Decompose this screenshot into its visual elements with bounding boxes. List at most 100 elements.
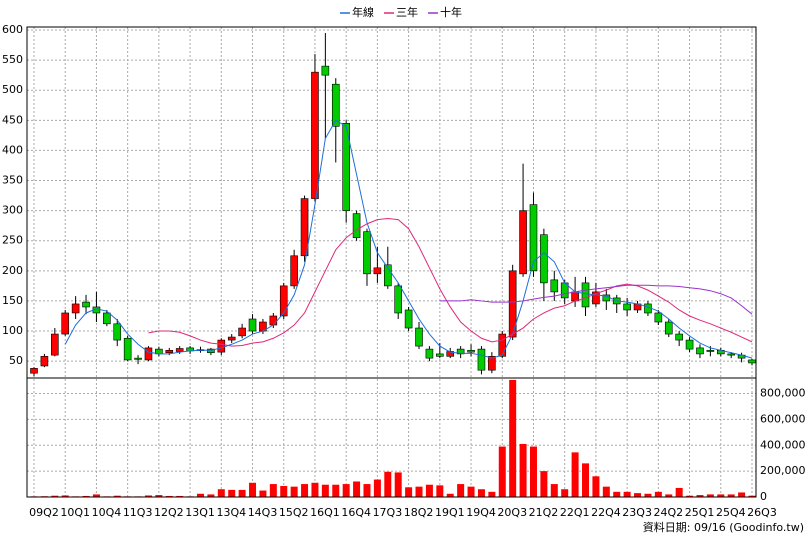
y-tick-label: 300 xyxy=(2,204,23,217)
legend-label: 十年 xyxy=(440,5,462,19)
x-tick-label: 13Q1 xyxy=(185,506,215,519)
volume-bar xyxy=(415,486,423,497)
candle-body xyxy=(103,312,111,325)
volume-bar xyxy=(717,494,725,497)
candle-body xyxy=(456,348,465,355)
volume-bar xyxy=(644,493,652,497)
volume-bar xyxy=(457,484,465,497)
volume-bar xyxy=(592,476,600,497)
x-tick-label: 10Q4 xyxy=(92,506,122,519)
candle-body xyxy=(477,348,486,371)
volume-bar xyxy=(467,486,475,497)
candle-body xyxy=(61,312,70,335)
candle-body xyxy=(664,321,673,335)
volume-bar xyxy=(529,446,537,497)
x-tick-label: 16Q4 xyxy=(341,506,371,519)
volume-bar xyxy=(342,484,350,497)
volume-bar xyxy=(269,484,277,497)
candle-body xyxy=(404,309,413,329)
x-tick-label: 14Q3 xyxy=(248,506,278,519)
volume-bar xyxy=(373,479,381,497)
volume-bar xyxy=(394,472,402,497)
volume-bar xyxy=(748,495,756,497)
volume-bar xyxy=(259,490,267,497)
candle-body xyxy=(508,270,517,338)
candle-body xyxy=(51,333,59,356)
volume-bar xyxy=(675,487,683,497)
volume-bar xyxy=(509,379,517,497)
y-tick-label: 350 xyxy=(2,174,23,187)
x-tick-label: 22Q4 xyxy=(591,506,621,519)
volume-bar xyxy=(540,471,548,497)
volume-bar xyxy=(654,491,662,497)
x-tick-label: 19Q4 xyxy=(466,506,496,519)
volume-bar xyxy=(92,494,100,497)
volume-bar xyxy=(155,495,163,497)
volume-bar xyxy=(665,494,673,497)
volume-bar xyxy=(363,484,371,497)
x-tick-label: 13Q4 xyxy=(216,506,246,519)
ma-line xyxy=(64,119,753,359)
candle-body xyxy=(727,353,735,356)
candle-body xyxy=(238,327,246,337)
volume-bar xyxy=(290,486,298,497)
y-tick-label: 500 xyxy=(2,83,23,96)
y-tick-label: 150 xyxy=(2,294,23,307)
candle-body xyxy=(436,353,444,357)
candle-body xyxy=(654,312,663,323)
x-tick-label: 18Q2 xyxy=(404,506,434,519)
volume-bar xyxy=(280,486,288,497)
volume-bar xyxy=(405,487,413,497)
volume-bar xyxy=(176,495,184,497)
volume-bar xyxy=(727,494,735,497)
volume-bar xyxy=(82,495,90,497)
volume-bar xyxy=(446,493,454,497)
legend-label: 三年 xyxy=(396,5,418,19)
candle-body xyxy=(207,348,215,354)
candle-body xyxy=(373,267,382,275)
volume-bar xyxy=(488,491,496,497)
volume-bar xyxy=(550,484,558,497)
y-tick-label: 550 xyxy=(2,53,23,66)
x-tick-label: 20Q3 xyxy=(497,506,527,519)
volume-bar xyxy=(113,495,121,497)
volume-bar xyxy=(519,443,527,497)
volume-bar xyxy=(238,489,246,497)
volume-bar xyxy=(561,489,569,497)
legend-label: 年線 xyxy=(352,5,374,19)
candle-body xyxy=(748,359,756,364)
candle-body xyxy=(71,303,80,314)
candle-body xyxy=(394,285,403,314)
candle-body xyxy=(446,351,455,357)
x-tick-label: 22Q1 xyxy=(560,506,590,519)
volume-bar xyxy=(706,494,714,497)
x-tick-label: 12Q2 xyxy=(154,506,184,519)
y2-tick-label: 0 xyxy=(760,490,767,503)
candle-body xyxy=(113,323,122,341)
volume-bar xyxy=(301,484,309,497)
x-tick-label: 17Q3 xyxy=(373,506,403,519)
footer: 資料日期: 09/16 (Goodinfo.tw) xyxy=(643,520,804,534)
volume-bar xyxy=(217,489,225,497)
candle-body xyxy=(581,282,590,308)
y-tick-label: 400 xyxy=(2,143,23,156)
y2-tick-label: 800,000 xyxy=(760,387,806,400)
candle-body xyxy=(321,65,330,76)
candle-body xyxy=(706,350,715,352)
candle-body xyxy=(248,318,257,332)
volume-bar xyxy=(634,493,642,497)
candle-body xyxy=(623,303,631,311)
y-tick-label: 600 xyxy=(2,23,23,36)
candle-body xyxy=(571,291,579,302)
volume-bar xyxy=(196,493,204,497)
x-tick-label: 25Q4 xyxy=(716,506,746,519)
volume-bar xyxy=(602,486,610,497)
x-tick-label: 15Q2 xyxy=(279,506,309,519)
candle-body xyxy=(290,255,298,287)
volume-bar xyxy=(61,495,69,497)
volume-bar xyxy=(425,484,433,497)
volume-bar xyxy=(311,482,319,497)
volume-bar xyxy=(332,484,340,497)
candle-body xyxy=(342,123,350,211)
x-tick-label: 24Q2 xyxy=(654,506,684,519)
